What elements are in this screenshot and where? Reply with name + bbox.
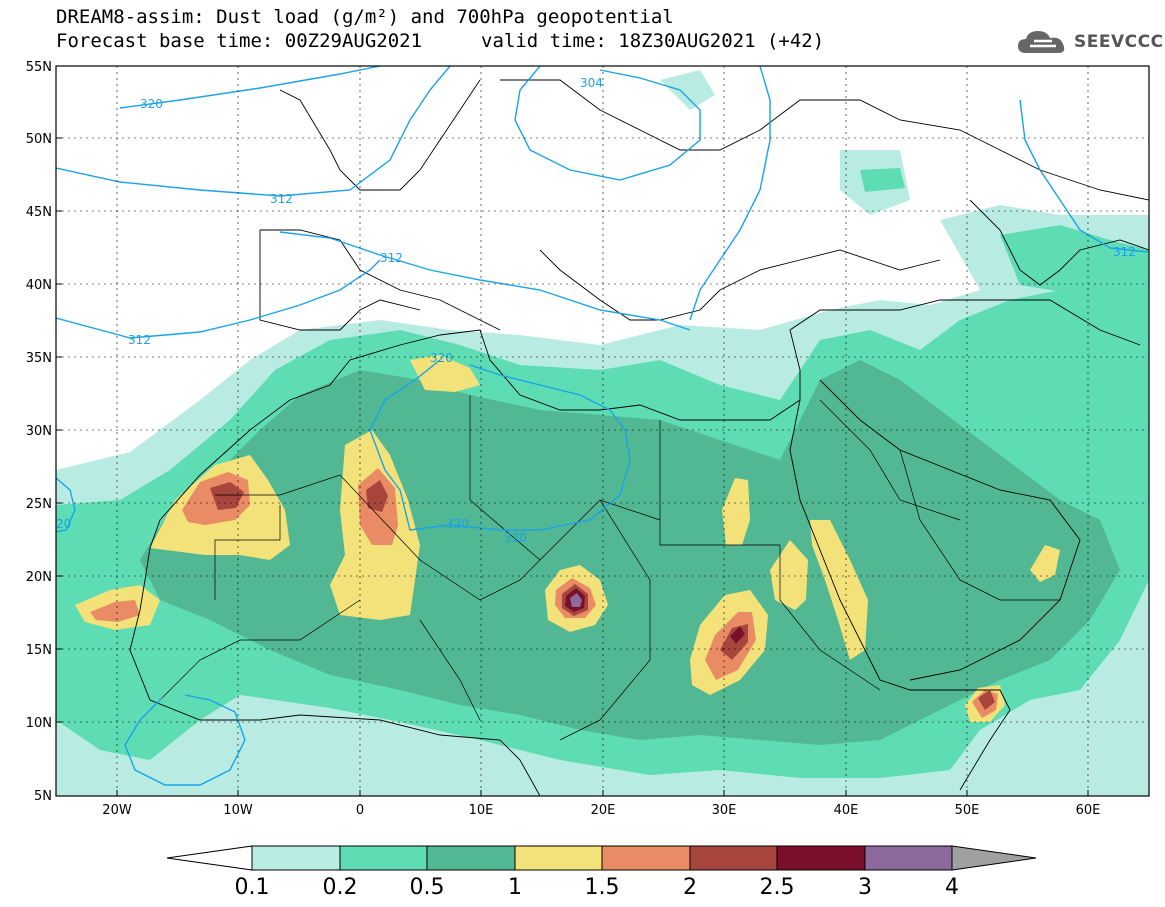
colorbar-swatch — [251, 845, 341, 871]
dust-shade-orange-wsahara — [90, 600, 140, 622]
graticule — [56, 66, 1149, 796]
logo-text: SEEVCCC — [1074, 32, 1164, 52]
colorbar-swatch — [514, 845, 603, 871]
lat-label: 25N — [26, 497, 52, 512]
colorbar-swatch — [601, 845, 691, 871]
lon-label: 30E — [712, 803, 737, 818]
contour-label: 320 — [140, 97, 163, 111]
dust-shade-yellow-egypt — [722, 478, 750, 545]
cloud-icon — [1018, 31, 1065, 53]
colorbar-label: 0.1 — [235, 875, 270, 900]
lon-label: 20W — [102, 803, 132, 818]
forecast-base-time: Forecast base time: 00Z29AUG2021 — [56, 30, 423, 52]
lon-label: 20E — [591, 803, 616, 818]
lon-label: 40E — [834, 803, 859, 818]
contour-label: 320 — [430, 351, 453, 365]
lon-label: 10E — [469, 803, 494, 818]
colorbar-label: 3 — [858, 875, 872, 900]
dust-shade-darkred-somalia — [978, 690, 995, 710]
lat-label: 30N — [26, 424, 52, 439]
colorbar-labels: 0.1 0.2 0.5 1 1.5 2 2.5 3 4 — [235, 875, 960, 900]
contour-label: 312 — [128, 333, 151, 347]
colorbar-swatch — [689, 845, 778, 871]
seevccc-logo: SEEVCCC — [1016, 24, 1164, 60]
colorbar-arrow-low — [166, 845, 253, 871]
contour-labels: 320 304 312 312 312 312 320 320 320 20 — [56, 76, 1136, 545]
contour-label: 320 — [504, 531, 527, 545]
lon-label: 60E — [1076, 803, 1101, 818]
map-plot-area: 320 304 312 312 312 312 320 320 320 20 — [56, 66, 1149, 796]
coastlines — [129, 79, 1149, 796]
dust-shade-green-ne — [1000, 225, 1149, 300]
colorbar-swatch — [426, 845, 516, 871]
colorbar-arrow-high — [951, 845, 1037, 871]
chart-title: DREAM8-assim: Dust load (g/m²) and 700hP… — [56, 6, 674, 28]
contour-label: 320 — [446, 517, 469, 531]
colorbar — [166, 845, 1037, 871]
dust-shade-green-caspian — [860, 168, 905, 192]
latitude-labels: 55N 50N 45N 40N 35N 30N 25N 20N 15N 10N … — [26, 60, 52, 804]
lon-label: 0 — [356, 803, 364, 818]
dust-shade-purple-chad — [570, 593, 582, 607]
lat-label: 40N — [26, 278, 52, 293]
country-borders — [159, 395, 1060, 741]
colorbar-label: 1 — [508, 875, 522, 900]
colorbar-label: 1.5 — [585, 875, 620, 900]
contour-label: 312 — [270, 192, 293, 206]
colorbar-label: 4 — [945, 875, 959, 900]
dust-shade-maroon-sudan — [730, 626, 745, 644]
lon-label: 10W — [223, 803, 253, 818]
lat-label: 15N — [26, 643, 52, 658]
dust-shade-yellow-oman — [1030, 545, 1060, 582]
dust-shade-yellow-eritrea — [810, 520, 868, 660]
lat-label: 35N — [26, 351, 52, 366]
contour-label: 20 — [56, 517, 71, 531]
lat-label: 20N — [26, 570, 52, 585]
dust-shade-yellow-tunisia — [410, 355, 480, 392]
lon-label: 50E — [955, 803, 980, 818]
valid-time: valid time: 18Z30AUG2021 (+42) — [481, 30, 825, 52]
colorbar-label: 2.5 — [760, 875, 795, 900]
dust-shade-darkred-algeria — [366, 480, 388, 512]
lat-label: 45N — [26, 205, 52, 220]
contour-label: 312 — [380, 251, 403, 265]
colorbar-label: 0.5 — [410, 875, 445, 900]
geopotential-contours — [56, 66, 1149, 786]
colorbar-label: 2 — [683, 875, 697, 900]
contour-label: 312 — [1113, 245, 1136, 259]
colorbar-label: 0.2 — [323, 875, 358, 900]
colorbar-swatch — [776, 845, 866, 871]
colorbar-swatch — [864, 845, 953, 871]
dust-shade-light-east — [660, 70, 715, 110]
longitude-labels: 20W 10W 0 10E 20E 30E 40E 50E 60E — [102, 803, 1100, 818]
colorbar-swatch — [339, 845, 428, 871]
lat-label: 55N — [26, 60, 52, 75]
contour-label: 304 — [580, 76, 603, 90]
ticks — [56, 65, 1089, 796]
lat-label: 10N — [26, 716, 52, 731]
dust-shade-yellow-redsea — [770, 540, 808, 610]
lat-label: 5N — [34, 789, 52, 804]
lat-label: 50N — [26, 132, 52, 147]
